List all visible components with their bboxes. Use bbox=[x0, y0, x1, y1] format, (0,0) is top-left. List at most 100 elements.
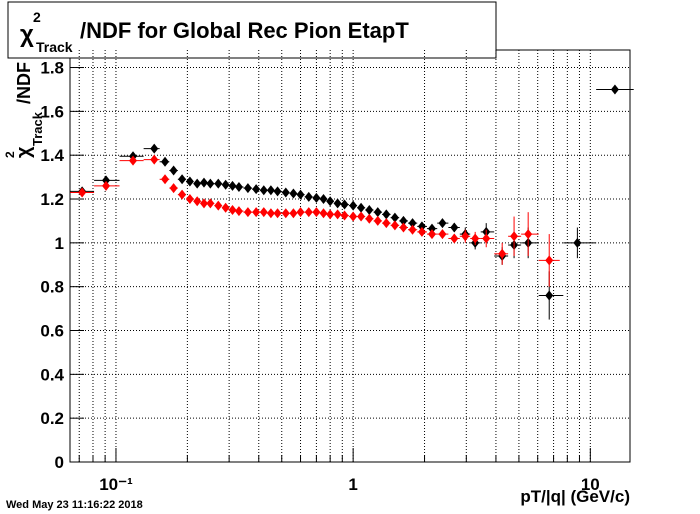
data-point bbox=[228, 204, 237, 215]
x-axis-label: pT/|q| (GeV/c) bbox=[520, 487, 630, 506]
data-point bbox=[408, 218, 417, 229]
data-point bbox=[510, 231, 519, 242]
data-point bbox=[273, 186, 282, 197]
data-point bbox=[340, 199, 349, 210]
y-axis-label: χ 2 Track /NDF bbox=[3, 62, 45, 158]
data-point bbox=[545, 290, 554, 301]
y-tick-label: 0.4 bbox=[40, 365, 64, 384]
data-point bbox=[199, 198, 208, 209]
data-point bbox=[357, 202, 366, 213]
data-point bbox=[365, 213, 374, 224]
data-point bbox=[417, 221, 426, 232]
data-point bbox=[178, 189, 187, 200]
data-point bbox=[399, 222, 408, 233]
data-point bbox=[193, 196, 202, 207]
y-tick-label: 0 bbox=[55, 453, 64, 472]
data-point bbox=[234, 206, 243, 217]
data-point bbox=[150, 154, 159, 165]
data-point bbox=[281, 187, 290, 198]
title-text: /NDF for Global Rec Pion EtapT bbox=[80, 18, 409, 43]
data-point bbox=[169, 183, 178, 194]
data-point bbox=[408, 224, 417, 235]
data-point bbox=[399, 215, 408, 226]
y-label-text: /NDF bbox=[14, 62, 34, 104]
y-tick-label: 0.2 bbox=[40, 409, 64, 428]
data-point bbox=[243, 207, 252, 218]
data-point bbox=[471, 233, 480, 244]
x-tick-label: 10⁻¹ bbox=[99, 475, 133, 494]
title-box bbox=[7, 1, 497, 59]
data-point bbox=[289, 188, 298, 199]
data-point bbox=[150, 143, 159, 154]
data-point bbox=[427, 229, 436, 240]
data-point bbox=[326, 209, 335, 220]
data-point bbox=[78, 187, 87, 198]
data-point bbox=[129, 155, 138, 166]
data-point bbox=[312, 192, 321, 203]
data-point bbox=[438, 218, 447, 229]
y-tick-label: 1 bbox=[55, 234, 64, 253]
data-point bbox=[438, 229, 447, 240]
data-point bbox=[221, 179, 230, 190]
data-point bbox=[482, 233, 491, 244]
data-point bbox=[273, 208, 282, 219]
data-point bbox=[319, 208, 328, 219]
data-point bbox=[102, 175, 111, 186]
data-point bbox=[199, 177, 208, 188]
data-point bbox=[365, 204, 374, 215]
y-label-sup: 2 bbox=[3, 151, 17, 158]
data-point bbox=[357, 211, 366, 222]
data-point bbox=[193, 178, 202, 189]
data-point bbox=[373, 215, 382, 226]
data-point bbox=[169, 165, 178, 176]
data-point bbox=[266, 208, 275, 219]
y-tick-label: 1.2 bbox=[40, 190, 64, 209]
data-point bbox=[610, 84, 619, 95]
data-point bbox=[266, 185, 275, 196]
title-sub: Track bbox=[36, 39, 73, 55]
data-point bbox=[161, 156, 170, 167]
y-tick-label: 1.4 bbox=[40, 146, 64, 165]
data-point bbox=[234, 181, 243, 192]
data-point bbox=[296, 189, 305, 200]
data-point bbox=[214, 178, 223, 189]
title-sup: 2 bbox=[33, 9, 41, 25]
data-point bbox=[178, 174, 187, 185]
data-point bbox=[390, 220, 399, 231]
data-point bbox=[450, 222, 459, 233]
data-point bbox=[259, 185, 268, 196]
data-point bbox=[524, 229, 533, 240]
data-point bbox=[461, 231, 470, 242]
data-point bbox=[185, 176, 194, 187]
data-point bbox=[221, 202, 230, 213]
data-point bbox=[206, 178, 215, 189]
data-point bbox=[349, 200, 358, 211]
data-point bbox=[373, 207, 382, 218]
data-point bbox=[102, 180, 111, 191]
data-point bbox=[304, 191, 313, 202]
data-point bbox=[450, 233, 459, 244]
title-symbol: χ bbox=[20, 21, 34, 48]
data-point bbox=[281, 208, 290, 219]
data-point bbox=[252, 207, 261, 218]
data-point bbox=[312, 207, 321, 218]
y-tick-label: 1.8 bbox=[40, 59, 64, 78]
data-point bbox=[333, 209, 342, 220]
data-point bbox=[304, 207, 313, 218]
data-point bbox=[206, 198, 215, 209]
y-label-sub: Track bbox=[30, 111, 45, 146]
data-point bbox=[259, 207, 268, 218]
data-point bbox=[382, 209, 391, 220]
data-point bbox=[252, 184, 261, 195]
data-point bbox=[185, 194, 194, 205]
y-label-symbol: χ bbox=[13, 146, 35, 158]
data-point bbox=[326, 196, 335, 207]
data-point bbox=[228, 180, 237, 191]
data-point bbox=[319, 194, 328, 205]
timestamp: Wed May 23 11:16:22 2018 bbox=[6, 499, 143, 511]
data-point bbox=[390, 212, 399, 223]
data-point bbox=[417, 226, 426, 237]
data-point bbox=[382, 218, 391, 229]
data-point bbox=[573, 237, 582, 248]
